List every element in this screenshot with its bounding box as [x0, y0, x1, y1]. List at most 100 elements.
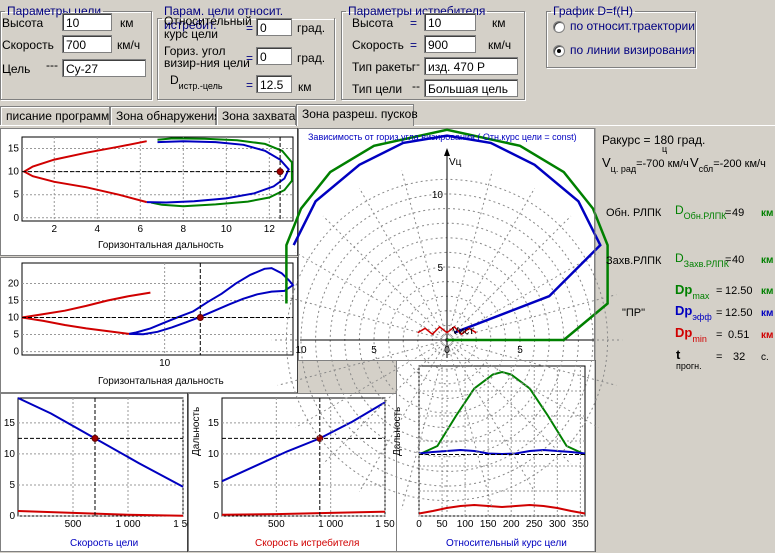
dpmax-sub: max — [692, 291, 710, 301]
zone-middle-crosshair-point — [196, 314, 204, 322]
zone-middle-ytick: 20 — [8, 278, 20, 289]
tab-program-description[interactable]: писание программы — [0, 106, 118, 125]
polar-grid-ray — [358, 339, 448, 492]
zone-middle-ytick: 10 — [8, 313, 20, 324]
obn-eq: = — [725, 207, 732, 219]
dpmax-eq: = — [716, 285, 723, 297]
speed-fighter-series-red — [221, 510, 386, 516]
radio-sight-line[interactable] — [553, 45, 565, 57]
zone-upper-xtick: 4 — [94, 224, 100, 235]
dpmin-main: Dp — [675, 325, 693, 340]
course-chart-xtick: 100 — [457, 519, 474, 530]
speed-fighter-xlabel: Скорость истребителя — [255, 537, 359, 549]
t-main: t — [676, 347, 681, 362]
fighter-height-input[interactable]: 10 — [424, 13, 476, 31]
fighter-height-unit: км — [492, 16, 506, 30]
polar-grid-ray — [446, 339, 599, 429]
tab-detection-zone[interactable]: Зона обнаружения — [110, 106, 221, 125]
speed-target-xtick: 500 — [65, 519, 82, 530]
speed-target-ytick: 5 — [9, 480, 15, 491]
course-eq: = — [246, 21, 254, 35]
target-height-input[interactable]: 10 — [62, 13, 112, 31]
polar-grid-ray — [446, 339, 493, 510]
target-speed-label: Скорость — [2, 38, 54, 52]
dist-unit: км — [298, 80, 312, 94]
course-chart-ylabel: Дальность — [392, 407, 403, 456]
polar-grid-ray — [277, 339, 448, 386]
fighter-target-dots: -- — [412, 79, 420, 93]
radio-relative-trajectory-label[interactable]: по относит.траектории — [570, 19, 695, 33]
angle-input[interactable]: 0 — [256, 47, 292, 65]
obn-d: DОбн.РЛПК — [675, 203, 726, 221]
course-chart-xtick: 350 — [572, 519, 589, 530]
speed-fighter-series-blue — [221, 401, 386, 483]
target-type-input[interactable]: Су-27 — [62, 59, 146, 77]
t-value: 32 — [733, 351, 746, 363]
polar-grid-ray — [446, 251, 599, 341]
fighter-target-label: Тип цели — [352, 82, 403, 96]
polar-grid-ray — [401, 170, 448, 341]
zah-unit: км — [761, 255, 774, 266]
v-sbl-main: V — [690, 155, 699, 170]
v-rad-value: =-700 км/ч — [636, 158, 689, 170]
dist-label: Dистр.-цель — [170, 73, 223, 91]
zah-d-main: D — [675, 251, 684, 265]
zone-upper-series-blue — [146, 140, 290, 204]
target-height-unit: км — [120, 16, 134, 30]
zone-middle-xlabel: Горизонтальная дальность — [98, 376, 224, 387]
zone-middle-plot-area — [21, 262, 294, 356]
relative-params-group: Парам. цели относит. истребит. — [157, 4, 335, 100]
course-input[interactable]: 0 — [256, 18, 292, 36]
speed-target-crosshair-point — [91, 434, 99, 442]
speed-target-xlabel: Скорость цели — [70, 538, 138, 549]
polar-xtick: 0 — [444, 345, 450, 356]
zone-middle-xtick: 10 — [159, 358, 171, 369]
rocket-label: Тип ракеты — [352, 60, 415, 74]
course-chart-panel: 0 50 100 150 200 250 300 350 Относительный курс … — [392, 360, 596, 552]
target-type-label: Цель — [2, 62, 31, 76]
fighter-speed-input[interactable]: 900 — [424, 35, 476, 53]
radio-sight-line-label[interactable]: по линии визирования — [570, 43, 695, 57]
dpmin-unit: км — [761, 330, 774, 341]
course-chart-series-green — [418, 370, 586, 456]
fighter-speed-label: Скорость — [352, 38, 404, 52]
polar-grid-ray — [446, 188, 536, 341]
tab-launch-zone[interactable]: Зона разреш. пусков — [296, 104, 418, 126]
v-sbl-value: =-200 км/ч — [713, 158, 766, 170]
fighter-speed-unit: км/ч — [488, 38, 512, 52]
course-chart-xtick: 150 — [480, 519, 497, 530]
target-speed-input[interactable]: 700 — [62, 35, 112, 53]
speed-target-xtick: 1 50 — [173, 519, 193, 530]
tab-capture-zone[interactable]: Зона захвата — [216, 106, 296, 125]
angle-unit: град. — [297, 51, 326, 65]
rakurs-sub: ц — [662, 144, 668, 154]
polar-grid-ray — [446, 170, 493, 341]
zone-upper-xtick: 10 — [221, 224, 233, 235]
dist-label-main: D — [170, 73, 179, 87]
speed-fighter-ylabel: Дальность — [191, 407, 202, 456]
polar-grid-ray — [446, 339, 617, 386]
speed-fighter-xtick: 1 000 — [318, 519, 343, 530]
polar-grid-ray — [295, 251, 448, 341]
zone-middle-panel: 10 0 5 10 15 20 Горизонтальная дальность — [0, 257, 298, 393]
v-rad: Vц. рад=-700 км/ч — [602, 155, 689, 174]
zone-upper-series-green — [150, 137, 293, 208]
rocket-input[interactable]: изд. 470 Р — [424, 57, 518, 75]
obn-unit: км — [761, 208, 774, 219]
graph-option-group: График D=f(H) — [546, 4, 696, 68]
v-sbl-sub: сбл — [698, 164, 714, 174]
dpeff-value: 12.50 — [725, 307, 753, 319]
speed-target-ytick: 10 — [4, 449, 16, 460]
polar-grid-ray — [401, 339, 448, 510]
obn-d-main: D — [675, 203, 684, 217]
polar-grid-ray — [446, 294, 617, 341]
polar-grid-ray — [446, 339, 536, 492]
speed-target-ytick: 0 — [9, 511, 15, 522]
radio-relative-trajectory[interactable] — [553, 21, 565, 33]
zone-middle-ytick: 15 — [8, 295, 20, 306]
polar-axis-arrow — [444, 148, 450, 156]
obn-d-sub: Обн.РЛПК — [683, 211, 727, 221]
fighter-target-input[interactable]: Большая цель — [424, 79, 518, 97]
dist-input[interactable]: 12.5 — [256, 75, 292, 93]
